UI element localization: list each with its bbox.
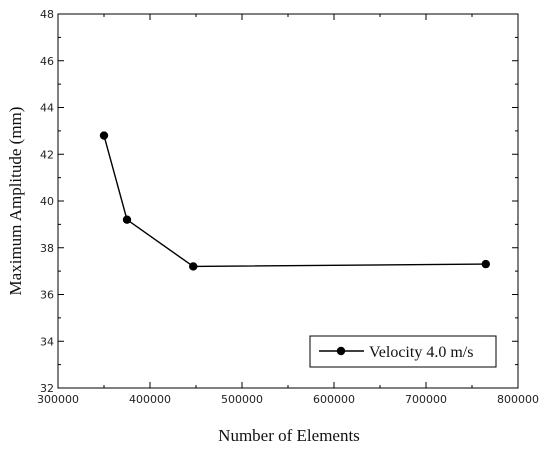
- y-tick-label: 48: [40, 8, 54, 21]
- data-point: [481, 259, 490, 269]
- y-tick-label: 32: [40, 382, 54, 395]
- axis-ticks: [57, 13, 519, 389]
- x-tick-label: 800000: [497, 393, 539, 406]
- data-point: [99, 131, 109, 140]
- series-line: [103, 135, 486, 268]
- y-tick-label: 46: [40, 55, 54, 68]
- legend-label: Velocity 4.0 m/s: [369, 344, 473, 361]
- plot-frame: [57, 13, 519, 389]
- y-tick-label: 38: [40, 242, 54, 255]
- x-tick-label: 300000: [37, 393, 79, 406]
- y-tick-label: 44: [40, 102, 54, 115]
- data-point: [189, 262, 198, 271]
- legend: Velocity 4.0 m/s: [309, 335, 497, 368]
- x-tick-label: 500000: [221, 393, 263, 406]
- series-layer: [99, 131, 490, 271]
- data-point: [122, 215, 132, 224]
- y-tick-label: 36: [40, 289, 54, 302]
- x-tick-label: 400000: [129, 393, 171, 406]
- y-tick-label: 42: [40, 148, 54, 161]
- y-tick-labels: 32 34 36 38 40 42 44 46 48: [40, 8, 54, 395]
- x-tick-labels: 300000 400000 500000 600000 700000 800000: [37, 393, 539, 406]
- legend-marker: [336, 346, 346, 356]
- y-axis-title: Maximum Amplitude (mm): [6, 107, 25, 296]
- y-tick-label: 40: [40, 195, 54, 208]
- x-tick-label: 700000: [405, 393, 447, 406]
- y-tick-label: 34: [40, 335, 54, 348]
- x-tick-label: 600000: [313, 393, 355, 406]
- x-axis-title: Number of Elements: [218, 426, 360, 445]
